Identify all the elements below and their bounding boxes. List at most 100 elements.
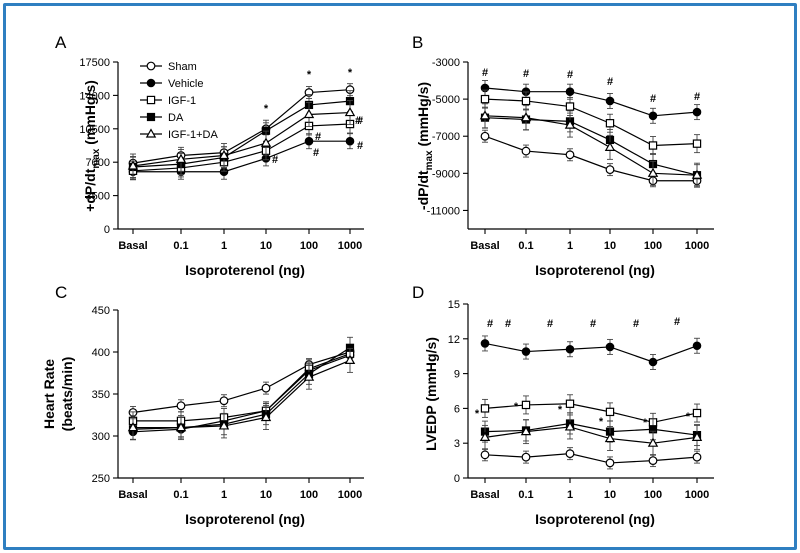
open-triangle-marker <box>691 169 703 179</box>
x-tick-label: 100 <box>300 240 318 252</box>
series-igf-1 <box>128 114 355 181</box>
y-axis-title: -dP/dtmax (mmHg/s) <box>415 82 435 210</box>
y-tick-label: -9000 <box>432 168 460 180</box>
y-tick-label: 450 <box>92 305 110 317</box>
filled-circle-marker <box>648 357 658 367</box>
x-axis-title: Isoproterenol (ng) <box>535 262 655 278</box>
significance-mark: # <box>567 69 573 81</box>
open-square-marker <box>480 404 490 413</box>
filled-circle-marker <box>521 347 531 356</box>
panel-letter: B <box>412 33 423 52</box>
x-tick-label: 0.1 <box>173 240 188 252</box>
open-circle-marker <box>480 450 490 460</box>
series-vehicle <box>480 335 702 370</box>
x-tick-label: 100 <box>644 240 662 252</box>
open-circle-marker <box>648 456 658 466</box>
series-line <box>133 140 350 173</box>
x-tick-label: Basal <box>118 240 147 252</box>
open-triangle-marker <box>647 437 659 447</box>
series-igf-1-da <box>127 347 356 441</box>
series-sham <box>480 129 702 188</box>
open-triangle-marker <box>303 371 315 381</box>
legend-label: DA <box>168 112 184 124</box>
series-igf-1-da <box>479 414 703 456</box>
significance-mark: # <box>355 115 361 127</box>
open-circle-marker <box>146 61 156 71</box>
x-tick-label: 1000 <box>685 489 709 501</box>
legend-label: Sham <box>168 61 197 73</box>
open-square-marker <box>648 141 658 150</box>
y-tick-label: 9 <box>454 369 460 381</box>
open-triangle-marker <box>218 420 230 430</box>
x-tick-label: 10 <box>260 240 272 252</box>
y-axis-title-line2: (beats/min) <box>59 357 75 432</box>
y-tick-label: -5000 <box>432 94 460 106</box>
open-circle-marker <box>692 452 702 462</box>
series-line <box>132 123 351 172</box>
y-tick-label: 14000 <box>79 90 110 102</box>
significance-mark: # <box>694 91 700 103</box>
x-tick-label: 1000 <box>338 489 362 501</box>
open-triangle-marker <box>218 149 230 160</box>
y-tick-label: 6 <box>454 403 460 415</box>
filled-circle-marker <box>692 107 702 117</box>
y-axis-title-subscript: max <box>91 148 102 168</box>
open-square-marker <box>605 407 615 417</box>
open-circle-marker <box>521 452 531 462</box>
significance-mark: # <box>482 67 488 79</box>
series-line <box>132 354 351 433</box>
y-axis-title-subscript: max <box>424 150 435 170</box>
y-tick-label: 15 <box>448 299 460 311</box>
x-tick-label: 0.1 <box>518 489 533 501</box>
x-tick-label: Basal <box>470 240 499 252</box>
series-line <box>132 351 351 414</box>
y-axis-title-unit: (mmHg/s) <box>82 80 98 148</box>
y-tick-label: 0 <box>104 224 110 236</box>
x-tick-label: 10 <box>260 489 272 501</box>
y-axis-title: LVEDP (mmHg/s) <box>423 337 439 451</box>
significance-mark: # <box>547 318 553 330</box>
open-circle-marker <box>565 150 575 160</box>
panel-d: D 0 3 6 9 12 15 Basal 0.1 1 10 100 1000 Isoproterenol… <box>412 283 714 527</box>
panel-letter: D <box>412 283 424 302</box>
x-tick-label: 0.1 <box>173 489 188 501</box>
panel-letter: A <box>55 33 67 52</box>
series-sham <box>480 447 702 470</box>
open-triangle-marker <box>344 354 356 364</box>
y-tick-label: 0 <box>454 473 460 485</box>
series-line <box>484 117 698 176</box>
significance-mark: # <box>357 140 363 152</box>
significance-mark: # <box>633 318 639 330</box>
series-line <box>484 135 697 182</box>
significance-mark: * <box>264 103 269 115</box>
open-triangle-marker <box>479 110 491 120</box>
significance-mark: # <box>650 93 656 105</box>
open-circle-marker <box>176 401 186 411</box>
open-circle-marker <box>261 383 271 393</box>
series-line <box>484 98 698 147</box>
open-square-marker <box>605 119 615 128</box>
open-triangle-marker <box>175 421 187 432</box>
filled-circle-marker <box>648 111 658 121</box>
open-triangle-marker <box>564 119 576 129</box>
series-da <box>128 336 355 441</box>
significance-mark: # <box>505 318 511 330</box>
y-tick-label: -11000 <box>427 205 460 217</box>
series-sham <box>128 83 355 170</box>
filled-circle-marker <box>605 342 615 352</box>
x-tick-label: 100 <box>644 489 662 501</box>
filled-circle-marker <box>480 339 490 348</box>
series-line <box>484 115 698 176</box>
open-square-marker <box>692 139 702 148</box>
series-line <box>484 453 698 464</box>
panel-a: A 0 3500 7000 10500 14000 17500 Basal 0.1 1 10 100 1… <box>55 33 364 278</box>
open-triangle-marker <box>691 431 703 441</box>
y-axis-title: Heart Rate <box>41 359 57 429</box>
series-line <box>133 353 351 422</box>
y-tick-label: 12 <box>448 334 460 346</box>
panel-c: C 250 300 350 400 450 Basal 0.1 1 10 100 1000 Isopro… <box>41 283 364 527</box>
filled-square-marker <box>146 112 156 122</box>
series-igf-1 <box>480 89 702 155</box>
